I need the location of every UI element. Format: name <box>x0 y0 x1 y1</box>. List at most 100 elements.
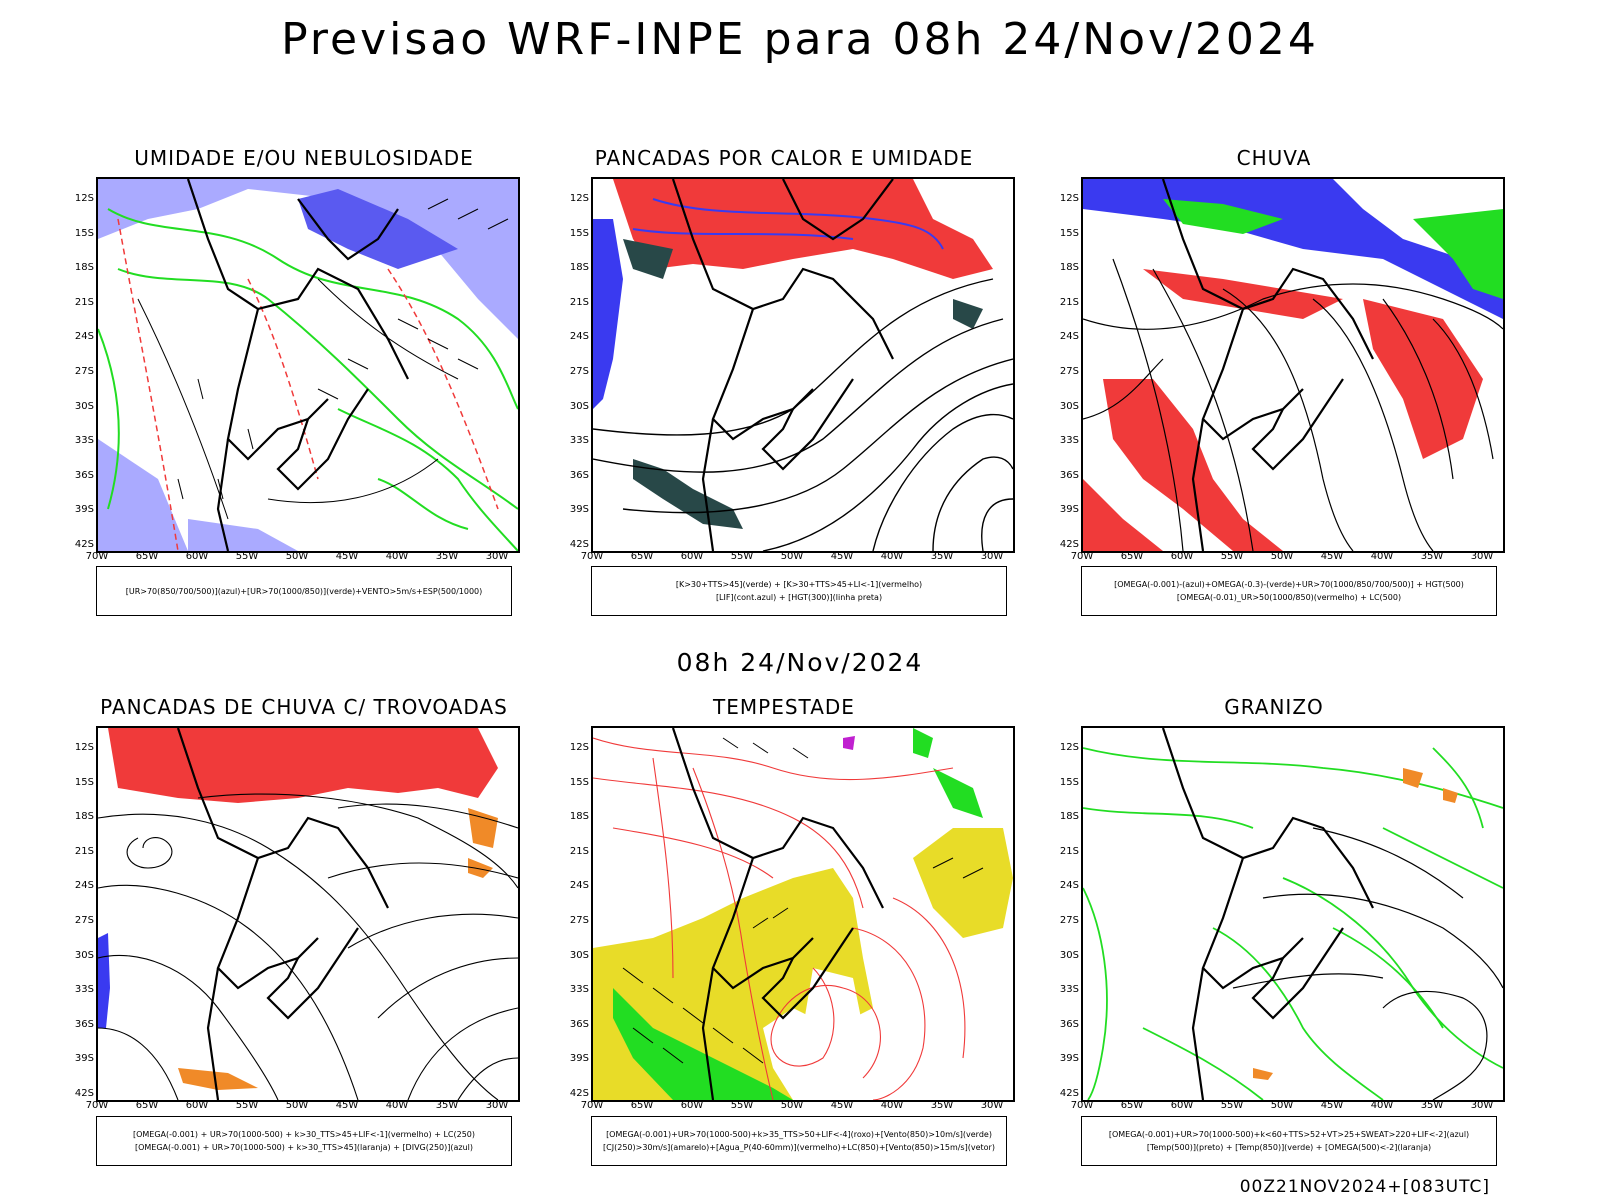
lat-tick-label: 15S <box>1059 776 1079 788</box>
lat-tick-label: 27S <box>1059 915 1079 926</box>
country-borders <box>176 728 389 1100</box>
lat-tick-label: 39S <box>1059 504 1079 516</box>
lat-tick-label: 12S <box>569 193 589 204</box>
lat-tick-label: 12S <box>1059 742 1079 753</box>
country-borders <box>1161 728 1374 1100</box>
isobar-c <box>267 458 439 504</box>
lat-tick-label: 24S <box>74 331 94 343</box>
blue-lif-strip <box>593 219 623 409</box>
hgt300-contours <box>593 278 1013 551</box>
lon-tick-label: 50W <box>285 1100 309 1111</box>
teal-area-north <box>623 239 673 279</box>
lat-tick-label: 42S <box>74 539 94 550</box>
country-borders <box>671 179 894 551</box>
orange-area-east <box>468 808 498 848</box>
streamlines-250hpa <box>98 793 518 1100</box>
lat-tick-label: 12S <box>569 742 589 753</box>
lon-tick-label: 65W <box>1120 551 1144 562</box>
orange-area-east-b <box>468 858 493 878</box>
lat-tick-label: 30S <box>74 949 94 961</box>
panel-1-legend-line-1: [UR>70(850/700/500)](azul)+[UR>70(1000/8… <box>125 586 483 596</box>
lat-tick-label: 12S <box>74 742 94 753</box>
lat-tick-label: 27S <box>569 915 589 926</box>
panel-4-legend-line-1: [OMEGA(-0.001) + UR>70(1000-500) + k>30_… <box>132 1130 476 1139</box>
lat-tick-label: 18S <box>74 262 94 274</box>
panel-4-map <box>96 726 520 1102</box>
lon-tick-label: 35W <box>930 1100 954 1111</box>
lat-tick-label: 36S <box>1059 1018 1079 1030</box>
lat-tick-label: 12S <box>1059 193 1079 204</box>
lat-tick-label: 30S <box>569 400 589 412</box>
lat-tick-label: 21S <box>1059 845 1079 857</box>
lon-tick-label: 45W <box>335 551 359 562</box>
panel-3-legend: [OMEGA(-0.001)-(azul)+OMEGA(-0.3)-(verde… <box>1081 566 1497 616</box>
lat-tick-label: 21S <box>569 845 589 857</box>
red-instability-area <box>613 179 993 279</box>
lon-tick-label: 35W <box>930 551 954 562</box>
lon-tick-label: 55W <box>235 551 259 562</box>
lat-tick-label: 33S <box>74 984 94 996</box>
lon-tick-label: 70W <box>580 551 604 562</box>
lat-tick-label: 21S <box>74 845 94 857</box>
panel-3-title: CHUVA <box>1236 146 1312 170</box>
red-pw-contours <box>593 737 966 1100</box>
lon-tick-label: 45W <box>335 1100 359 1111</box>
lon-tick-label: 60W <box>680 1100 704 1111</box>
wind-vectors <box>622 737 984 1064</box>
lon-tick-label: 55W <box>730 1100 754 1111</box>
lon-tick-label: 70W <box>1070 551 1094 562</box>
lat-tick-label: 39S <box>569 504 589 516</box>
isobar-b <box>317 278 459 380</box>
panel-5-legend: [OMEGA(-0.001)+UR>70(1000-500)+k>35_TTS>… <box>591 1116 1007 1166</box>
green-temp850-contours <box>1083 747 1503 1100</box>
green-contour-b <box>117 268 518 510</box>
orange-area-south <box>178 1068 258 1090</box>
panel-4-legend-line-2: [OMEGA(-0.001) + UR>70(1000-500) + k>30_… <box>134 1143 474 1152</box>
purple-area <box>843 736 855 750</box>
lon-tick-label: 60W <box>680 551 704 562</box>
lon-tick-label: 35W <box>1420 551 1444 562</box>
lon-tick-label: 70W <box>85 551 109 562</box>
lon-tick-label: 40W <box>1370 551 1394 562</box>
panel-6-map <box>1081 726 1505 1102</box>
lat-tick-label: 36S <box>74 469 94 481</box>
lat-tick-label: 42S <box>569 539 589 550</box>
panel-6-legend-line-2: [Temp(500)](preto) + [Temp(850)](verde) … <box>1146 1143 1432 1152</box>
lat-tick-label: 30S <box>1059 949 1079 961</box>
lat-tick-label: 42S <box>569 1088 589 1099</box>
lon-tick-label: 65W <box>135 551 159 562</box>
lon-tick-label: 60W <box>1170 551 1194 562</box>
panel-4-title: PANCADAS DE CHUVA C/ TROVOADAS <box>100 695 508 719</box>
lat-tick-label: 39S <box>569 1053 589 1065</box>
lat-tick-label: 33S <box>569 435 589 447</box>
lat-tick-label: 15S <box>569 227 589 239</box>
green-wind-area-ne-b <box>913 728 933 758</box>
lon-tick-label: 40W <box>880 1100 904 1111</box>
lat-tick-label: 36S <box>1059 469 1079 481</box>
lat-tick-label: 39S <box>1059 1053 1079 1065</box>
lon-tick-label: 45W <box>1320 1100 1344 1111</box>
humidity-area-lavender-se <box>188 519 298 551</box>
lat-tick-label: 36S <box>569 1018 589 1030</box>
main-title: Previsao WRF-INPE para 08h 24/Nov/2024 <box>281 14 1319 65</box>
red-rain-area-a <box>1103 379 1283 551</box>
lat-tick-label: 15S <box>1059 227 1079 239</box>
lat-tick-label: 42S <box>74 1088 94 1099</box>
panel-5-legend-line-1: [OMEGA(-0.001)+UR>70(1000-500)+k>35_TTS>… <box>606 1130 992 1139</box>
blue-lif-contour-a <box>652 198 944 250</box>
lat-tick-label: 27S <box>74 366 94 377</box>
lon-tick-label: 70W <box>580 1100 604 1111</box>
lon-tick-label: 45W <box>830 551 854 562</box>
lon-tick-label: 30W <box>1470 1100 1494 1111</box>
country-borders <box>671 728 884 1100</box>
lon-tick-label: 40W <box>385 1100 409 1111</box>
lon-tick-label: 50W <box>285 551 309 562</box>
panel-5-legend-line-2: [CJ(250)>30m/s](amarelo)+[Agua_P(40-60mm… <box>603 1143 995 1152</box>
panel-6-legend-line-1: [OMEGA(-0.001)+UR>70(1000-500)+k<60+TTS>… <box>1108 1130 1470 1139</box>
lat-tick-label: 21S <box>74 296 94 308</box>
lon-tick-label: 65W <box>630 1100 654 1111</box>
panel-5-map <box>591 726 1015 1102</box>
lat-tick-label: 30S <box>1059 400 1079 412</box>
panel-2-legend-line-1: [K>30+TTS>45](verde) + [K>30+TTS>45+LI<-… <box>675 580 923 589</box>
lon-tick-label: 65W <box>630 551 654 562</box>
